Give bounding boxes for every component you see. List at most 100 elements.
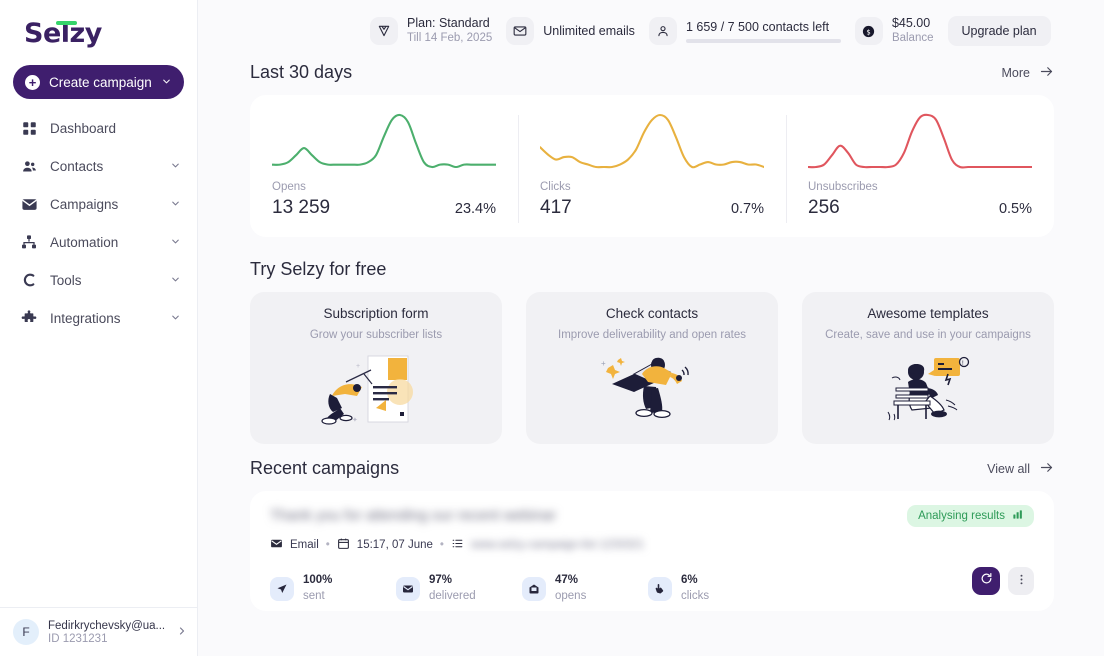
campaign-stat-sent: 100% sent <box>270 573 396 604</box>
envelope-icon <box>506 17 535 45</box>
logo[interactable]: Selzy <box>0 0 197 59</box>
more-link[interactable]: More <box>1002 64 1054 82</box>
recent-campaigns-header: Recent campaigns View all <box>250 458 1054 479</box>
try-free-title: Try Selzy for free <box>250 259 387 279</box>
stat-unsubscribes[interactable]: Unsubscribes 256 0.5% <box>786 109 1054 237</box>
stat-label: Unsubscribes <box>808 181 878 193</box>
envelope-icon <box>270 537 283 553</box>
envelope-icon <box>20 195 38 213</box>
sidebar-item-label: Automation <box>50 234 119 250</box>
chevron-down-icon <box>170 159 181 174</box>
sidebar-item-campaigns[interactable]: Campaigns <box>0 185 197 223</box>
campaign-stat-label: opens <box>555 589 587 602</box>
stat-value: 13 259 <box>272 197 331 218</box>
promo-card-subscription-form[interactable]: Subscription form Grow your subscriber l… <box>250 292 502 444</box>
chevron-down-icon <box>170 197 181 212</box>
campaign-stat-opens: 47% opens <box>522 573 648 604</box>
campaign-stats: 100% sent 97% delivered <box>270 573 1034 604</box>
balance-info[interactable]: $ $45.00 Balance <box>854 15 934 47</box>
c-letter-icon <box>20 271 38 289</box>
campaign-stat-value: 47% <box>555 574 579 586</box>
create-campaign-button[interactable]: + Create campaign <box>13 65 184 99</box>
campaign-row[interactable]: Thank you for attending our recent webin… <box>250 491 1054 611</box>
campaign-list: www.selzy-campaign-list 1233321 <box>470 538 645 551</box>
sidebar-item-label: Contacts <box>50 158 104 174</box>
topbar: Plan: Standard Till 14 Feb, 2025 Unlimit… <box>198 0 1104 62</box>
promo-card-awesome-templates[interactable]: Awesome templates Create, save and use i… <box>802 292 1054 444</box>
promo-cards: Subscription form Grow your subscriber l… <box>250 292 1054 444</box>
stat-opens[interactable]: Opens 13 259 23.4% <box>250 109 518 237</box>
person-icon <box>648 17 677 45</box>
pointer-icon <box>648 576 672 601</box>
opens-sparkline <box>272 109 496 173</box>
content-area: Last 30 days More Opens 13 259 23.4% <box>198 62 1104 611</box>
kebab-menu-icon <box>1015 573 1028 589</box>
emails-label: Unlimited emails <box>543 24 635 38</box>
clicks-sparkline <box>540 109 764 173</box>
campaign-actions <box>972 567 1034 595</box>
promo-title: Awesome templates <box>867 306 989 321</box>
refresh-icon <box>980 572 993 590</box>
sitemap-icon <box>20 233 38 251</box>
chevron-down-icon <box>170 311 181 326</box>
stat-value: 256 <box>808 197 840 218</box>
create-campaign-label: Create campaign <box>49 74 152 90</box>
svg-text:!: ! <box>962 361 964 367</box>
promo-subtitle: Create, save and use in your campaigns <box>825 329 1031 341</box>
promo-subtitle: Improve deliverability and open rates <box>558 329 746 341</box>
campaign-stat-label: delivered <box>429 589 476 602</box>
plan-info[interactable]: Plan: Standard Till 14 Feb, 2025 <box>370 16 492 47</box>
stat-clicks[interactable]: Clicks 417 0.7% <box>518 109 786 237</box>
upgrade-plan-button[interactable]: Upgrade plan <box>947 16 1051 46</box>
recent-campaigns-title: Recent campaigns <box>250 458 400 478</box>
contacts-progress-bar <box>685 38 841 43</box>
campaign-channel: Email <box>290 539 319 551</box>
promo-card-check-contacts[interactable]: Check contacts Improve deliverability an… <box>526 292 778 444</box>
more-options-button[interactable] <box>1008 567 1034 595</box>
emails-info[interactable]: Unlimited emails <box>506 17 635 45</box>
sidebar-item-contacts[interactable]: Contacts <box>0 147 197 185</box>
view-all-link[interactable]: View all <box>987 460 1054 478</box>
sidebar-item-automation[interactable]: Automation <box>0 223 197 261</box>
page-title: Last 30 days <box>250 62 353 82</box>
person-with-form-illustration: + ✦ <box>316 341 436 436</box>
stat-percent: 0.7% <box>730 201 764 217</box>
stat-value: 417 <box>540 197 572 218</box>
balance-amount: $45.00 <box>891 15 931 30</box>
plan-title: Plan: Standard <box>407 15 490 30</box>
campaign-date: 15:17, 07 June <box>356 539 433 551</box>
svg-text:$: $ <box>867 28 871 36</box>
campaign-stat-delivered: 97% delivered <box>396 573 522 604</box>
status-badge[interactable]: Analysing results <box>907 505 1034 527</box>
contacts-info[interactable]: 1 659 / 7 500 contacts left <box>648 17 841 45</box>
contacts-label: 1 659 / 7 500 contacts left <box>685 19 830 34</box>
user-profile[interactable]: F Fedirkrychevsky@ua... ID 1231231 <box>0 607 198 656</box>
stat-percent: 23.4% <box>454 201 496 217</box>
chevron-down-icon <box>170 273 181 288</box>
meta-separator: • <box>325 539 330 551</box>
puzzle-icon <box>20 309 38 327</box>
sidebar-item-label: Integrations <box>50 310 121 326</box>
sidebar-item-dashboard[interactable]: Dashboard <box>0 109 197 147</box>
people-icon <box>20 157 38 175</box>
last30-header: Last 30 days More <box>250 62 1054 83</box>
refresh-button[interactable] <box>972 567 1000 595</box>
avatar: F <box>13 619 39 645</box>
calendar-icon <box>337 537 350 553</box>
open-envelope-icon <box>522 576 546 601</box>
sidebar-item-tools[interactable]: Tools <box>0 261 197 299</box>
stat-percent: 0.5% <box>998 201 1032 217</box>
promo-title: Check contacts <box>605 306 699 321</box>
sidebar-item-integrations[interactable]: Integrations <box>0 299 197 337</box>
svg-text:+: + <box>356 363 360 370</box>
stat-label: Clicks <box>540 181 571 193</box>
campaign-stat-clicks: 6% clicks <box>648 573 774 604</box>
sidebar-item-label: Tools <box>50 272 82 288</box>
svg-text:+: + <box>601 359 606 368</box>
paper-plane-icon <box>270 576 294 601</box>
person-with-laptop-illustration: + <box>596 341 708 436</box>
grid-icon <box>20 119 38 137</box>
more-link-label: More <box>1001 65 1030 80</box>
bar-chart-icon <box>1012 509 1023 523</box>
